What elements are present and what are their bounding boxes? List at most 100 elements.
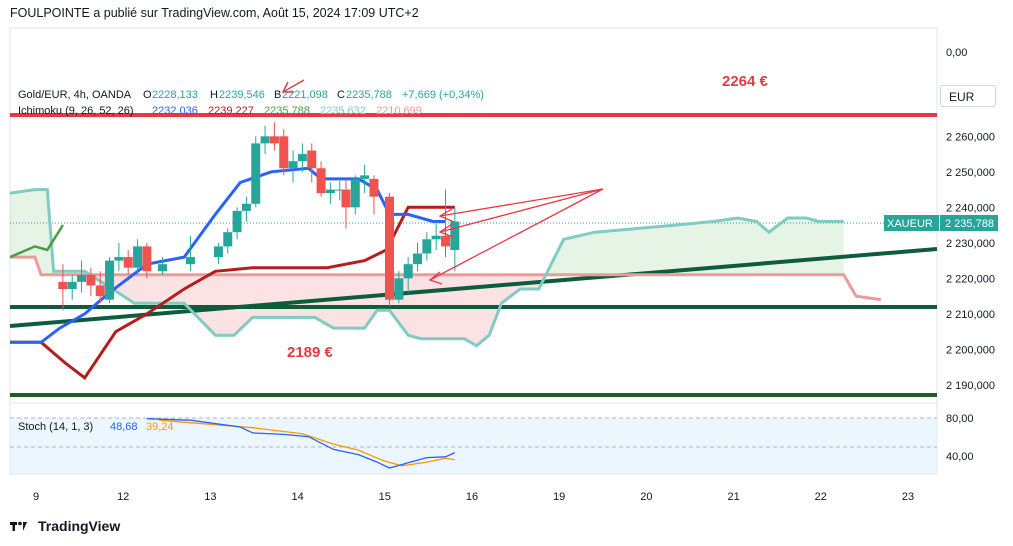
candle-body	[335, 189, 345, 191]
candle-body	[341, 189, 351, 208]
time-tick-label: 9	[33, 491, 39, 503]
legend-close-value: 2235,788	[346, 89, 392, 101]
time-tick-label: 12	[117, 491, 129, 503]
horizontal-levels	[9, 113, 938, 397]
ichimoku-label: Ichimoku (9, 26, 52, 26)	[18, 105, 134, 117]
candle-body	[67, 281, 77, 290]
candle-body	[251, 143, 261, 204]
span-b-line	[10, 255, 882, 302]
price-tick-label: 2 260,000	[946, 131, 995, 143]
candle-body	[114, 257, 124, 261]
legend-high-label: H	[210, 89, 218, 101]
price-tag-symbol-box	[884, 215, 939, 231]
arrow-line	[439, 188, 604, 217]
candle-body	[105, 260, 115, 300]
chikou-line	[10, 224, 64, 259]
kijun-line	[10, 205, 455, 380]
stoch-label: Stoch (14, 1, 3)	[18, 421, 93, 433]
ichimoku-span-b-value: 2210,699	[376, 105, 422, 117]
candle-body	[403, 264, 413, 279]
tradingview-footer: TradingView	[10, 518, 120, 534]
time-tick-label: 16	[466, 491, 478, 503]
price-tag-value: 2 235,788	[945, 218, 994, 230]
stoch-k-line	[146, 418, 456, 469]
arrow-head	[438, 208, 455, 223]
legend: Gold/EUR, 4h, OANDA O 2228,133 H 2239,54…	[18, 89, 484, 433]
price-tick-label: 0,00	[946, 47, 967, 59]
arrow-head	[438, 223, 454, 238]
candle-body	[431, 235, 441, 240]
stoch-band	[10, 418, 937, 474]
span-a-line	[10, 188, 844, 348]
cloud-segment	[548, 218, 844, 275]
candles-group	[58, 122, 460, 311]
arrow-line	[282, 79, 305, 93]
price-tag-value-box	[940, 215, 998, 231]
arrow-line	[429, 188, 604, 281]
candle-body	[185, 257, 195, 265]
candle-body	[307, 150, 317, 169]
candle-body	[269, 136, 279, 144]
candle-body	[133, 246, 143, 268]
stoch-axis: 80,00 40,00	[946, 413, 974, 463]
legend-open-label: O	[143, 89, 152, 101]
drawings-group	[281, 79, 604, 285]
stoch-tick-label: 80,00	[946, 413, 974, 425]
candle-body	[77, 274, 87, 282]
last-price-tag: XAUEUR 2 235,788	[884, 215, 998, 231]
candle-body	[297, 154, 307, 162]
price-tick-label: 2 250,000	[946, 167, 995, 179]
price-tick-label: 2 210,000	[946, 309, 995, 321]
ascending-trendline	[9, 247, 938, 328]
legend-close-label: C	[337, 89, 345, 101]
legend-low-label: B	[274, 89, 281, 101]
candle-body	[157, 264, 167, 272]
time-tick-label: 13	[204, 491, 216, 503]
time-tick-label: 19	[553, 491, 565, 503]
legend-high-value: 2239,546	[219, 89, 265, 101]
price-tick-label: 2 200,000	[946, 344, 995, 356]
legend-change: +7,669 (+0,34%)	[402, 89, 484, 101]
price-tick-label: 2 240,000	[946, 202, 995, 214]
stoch-d-value: 39,24	[146, 421, 174, 433]
candle-body	[241, 203, 251, 211]
time-tick-label: 14	[291, 491, 303, 503]
candle-body	[394, 278, 404, 300]
arrow-head	[428, 271, 443, 285]
ichimoku-chikou-value: 2235,788	[264, 105, 310, 117]
candle-body	[95, 285, 105, 297]
arrow-head	[281, 81, 294, 93]
currency-button[interactable]: EUR	[940, 85, 996, 107]
candle-body	[450, 221, 460, 250]
candle-body	[360, 175, 370, 179]
time-tick-label: 22	[815, 491, 827, 503]
price-axis[interactable]: 0,00 2 260,000 2 250,000 2 240,000 2 230,000…	[946, 47, 995, 392]
time-axis[interactable]: 9 12 13 14 15 16 19 20 21 22 23	[33, 491, 914, 503]
candle-body	[385, 196, 395, 300]
legend-low-value: 2221,098	[282, 89, 328, 101]
stoch-k-value: 48,68	[110, 421, 138, 433]
time-tick-label: 23	[902, 491, 914, 503]
candle-body	[325, 189, 335, 194]
time-tick-label: 15	[379, 491, 391, 503]
ichimoku-kijun-value: 2239,227	[208, 105, 254, 117]
price-tick-label: 2 230,000	[946, 238, 995, 250]
candle-body	[213, 246, 223, 258]
legend-symbol: Gold/EUR, 4h, OANDA	[18, 89, 132, 101]
ichimoku-span-a-value: 2235,632	[320, 105, 366, 117]
price-tick-label: 2 220,000	[946, 273, 995, 285]
attribution-text: FOULPOINTE a publié sur TradingView.com,…	[10, 6, 419, 20]
legend-open-value: 2228,133	[152, 89, 198, 101]
arrow-line	[439, 188, 604, 233]
price-tag-symbol: XAUEUR	[887, 218, 933, 230]
candle-body	[58, 281, 68, 290]
candle-body	[369, 178, 379, 197]
candle-body	[279, 136, 289, 169]
candle-body	[413, 253, 423, 265]
candle-body	[422, 239, 432, 254]
candle-body	[441, 235, 451, 247]
candle-body	[316, 168, 326, 194]
candle-body	[260, 136, 270, 144]
candle-body	[86, 274, 96, 286]
